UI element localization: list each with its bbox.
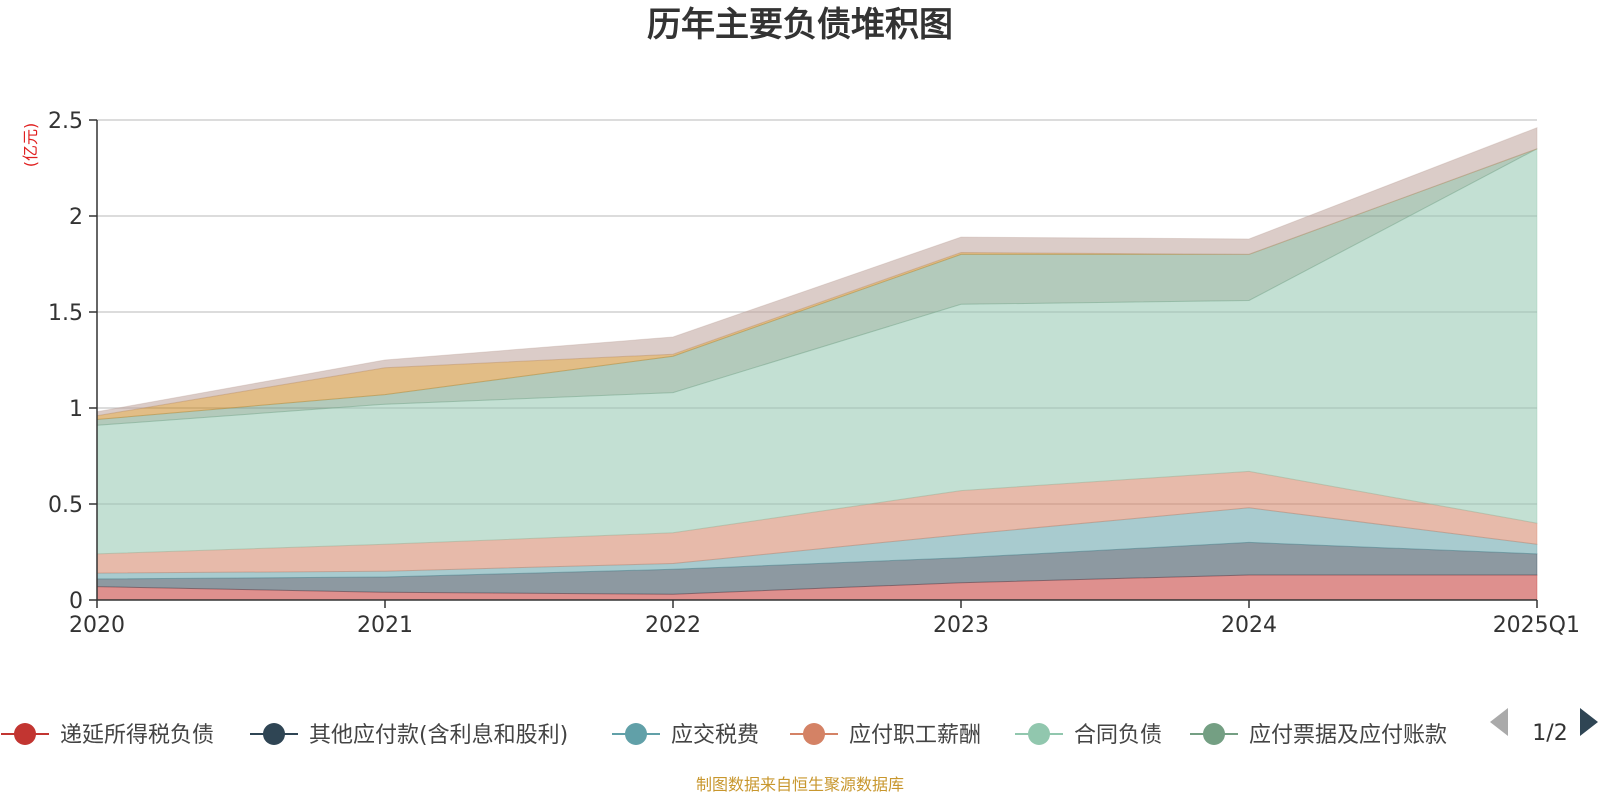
y-tick-label: 2 xyxy=(69,205,83,230)
legend-marker-icon xyxy=(1203,723,1225,745)
legend-label: 应付票据及应付账款 xyxy=(1249,723,1447,748)
legend-item[interactable]: 递延所得税负债 xyxy=(1,723,214,748)
y-tick-label: 2.5 xyxy=(48,109,83,134)
source-note: 制图数据来自恒生聚源数据库 xyxy=(696,775,904,794)
y-axis-ticks: 0 0.5 1 1.5 2 2.5 xyxy=(48,109,97,614)
legend-marker-icon xyxy=(14,723,36,745)
y-tick-label: 1.5 xyxy=(48,301,83,326)
legend-item[interactable]: 应付职工薪酬 xyxy=(790,723,981,748)
axes xyxy=(96,120,1537,601)
legend-label: 递延所得税负债 xyxy=(60,723,214,748)
legend-label: 应交税费 xyxy=(671,723,759,748)
chart-title: 历年主要负债堆积图 xyxy=(647,5,953,45)
legend-pager: 1/2 xyxy=(1490,708,1598,746)
legend-marker-icon xyxy=(1028,723,1050,745)
x-tick-label: 2024 xyxy=(1221,613,1277,638)
y-tick-label: 1 xyxy=(69,397,83,422)
x-tick-label: 2025Q1 xyxy=(1493,613,1580,638)
legend-next-page-icon[interactable] xyxy=(1580,708,1598,736)
legend-page-indicator: 1/2 xyxy=(1532,721,1567,746)
legend-label: 合同负债 xyxy=(1074,723,1162,748)
area-series xyxy=(96,126,1538,417)
x-tick-label: 2021 xyxy=(357,613,413,638)
legend-marker-icon xyxy=(803,723,825,745)
legend-item[interactable]: 合同负债 xyxy=(1015,723,1162,748)
y-tick-label: 0.5 xyxy=(48,493,83,518)
legend-item[interactable]: 其他应付款(含利息和股利) xyxy=(250,723,568,748)
x-axis-ticks: 2020 2021 2022 2023 2024 2025Q1 xyxy=(69,600,1580,638)
legend-label: 应付职工薪酬 xyxy=(849,723,981,748)
legend-prev-page-icon[interactable] xyxy=(1490,708,1508,736)
legend-item[interactable]: 应付票据及应付账款 xyxy=(1190,723,1447,748)
y-axis-unit-label: (亿元) xyxy=(21,123,40,168)
x-tick-label: 2022 xyxy=(645,613,701,638)
x-tick-label: 2023 xyxy=(933,613,989,638)
legend-marker-icon xyxy=(625,723,647,745)
legend: 递延所得税负债 其他应付款(含利息和股利) 应交税费 应付职工薪酬 合同负债 应付票据及应… xyxy=(1,723,1447,748)
legend-marker-icon xyxy=(263,723,285,745)
area-series-group xyxy=(96,126,1538,601)
y-tick-label: 0 xyxy=(69,589,83,614)
legend-label: 其他应付款(含利息和股利) xyxy=(309,723,568,748)
legend-item[interactable]: 应交税费 xyxy=(612,723,759,748)
x-tick-label: 2020 xyxy=(69,613,125,638)
